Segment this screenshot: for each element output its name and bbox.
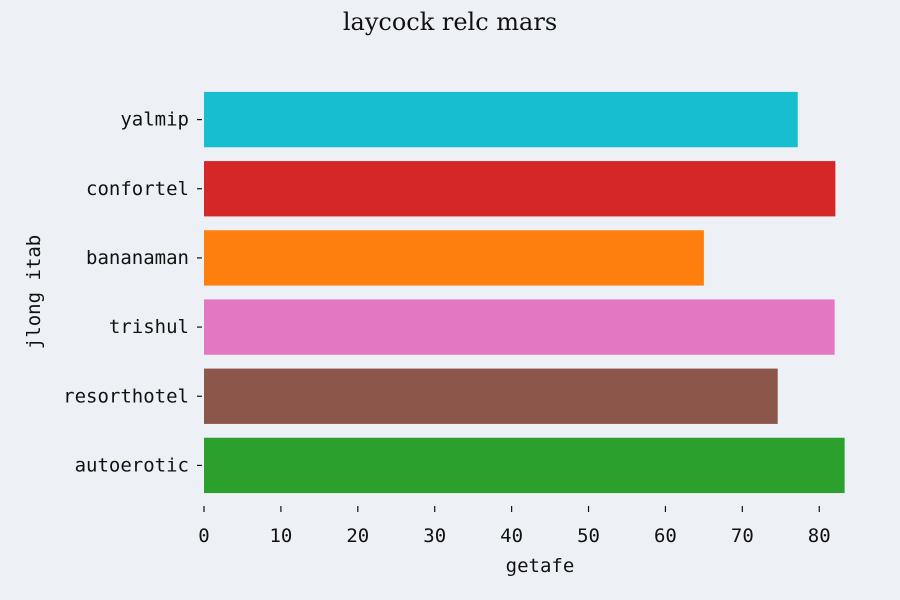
bars-group — [204, 91, 845, 494]
x-tick-label: 60 — [654, 525, 677, 547]
x-tick-label: 30 — [423, 525, 446, 547]
bar-bananaman — [204, 230, 704, 286]
bar-confortel — [204, 161, 836, 217]
bar-trishul — [204, 299, 835, 355]
x-tick-label: 50 — [577, 525, 600, 547]
y-tick-label: yalmip — [120, 109, 189, 131]
x-tick-label: 70 — [731, 525, 754, 547]
y-tick-label: confortel — [86, 178, 189, 200]
x-axis: 0 10 20 30 40 50 60 70 80 — [198, 506, 831, 547]
bar-yalmip — [204, 91, 798, 148]
y-tick-label: bananaman — [86, 247, 189, 269]
x-tick-label: 40 — [500, 525, 523, 547]
x-tick-label: 0 — [198, 525, 209, 547]
x-axis-label: getafe — [506, 555, 575, 577]
y-tick-label: trishul — [109, 316, 189, 338]
x-tick-label: 80 — [808, 525, 831, 547]
bar-autoerotic — [204, 437, 845, 494]
bar-resorthotel — [204, 368, 778, 424]
y-axis: yalmip confortel bananaman trishul resorthot… — [63, 109, 202, 476]
x-tick-label: 20 — [346, 525, 369, 547]
y-axis-label: jlong itab — [23, 235, 45, 349]
y-tick-label: autoerotic — [75, 454, 189, 476]
x-tick-label: 10 — [269, 525, 292, 547]
y-tick-label: resorthotel — [63, 385, 189, 407]
chart-title: laycock relc mars — [343, 8, 557, 36]
